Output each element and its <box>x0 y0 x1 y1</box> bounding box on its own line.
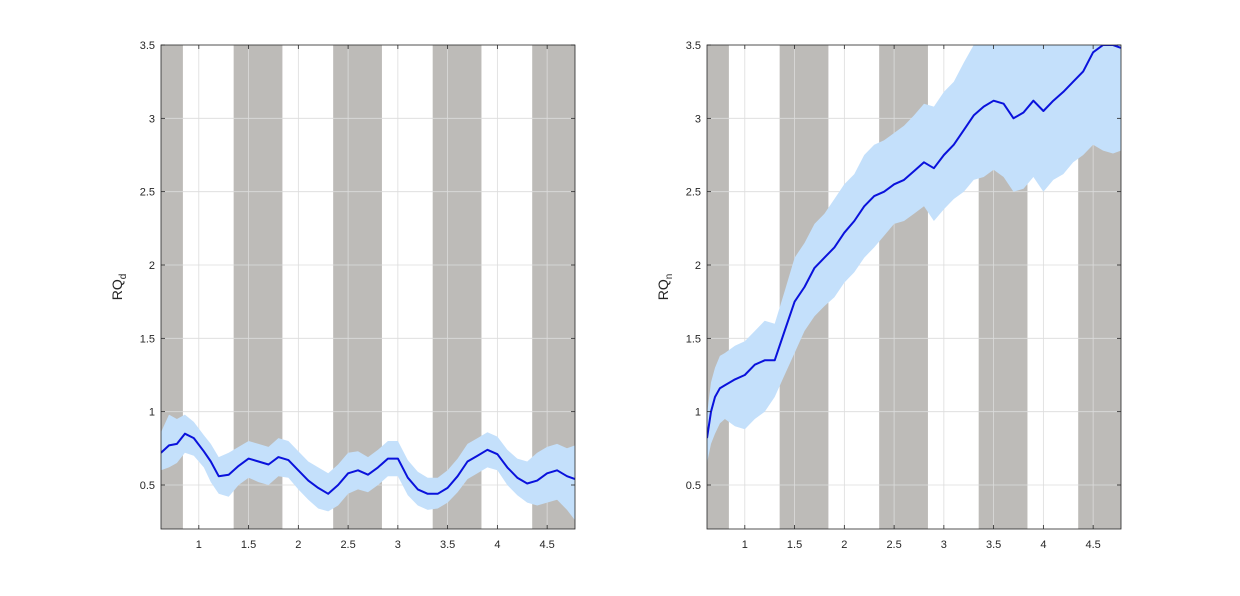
left-y-tick-label-5: 3 <box>149 113 155 125</box>
left-axes-box <box>160 44 576 530</box>
right-y-tick-label-4: 2.5 <box>686 187 701 199</box>
left-y-axis-label-main: RQ <box>109 279 125 300</box>
right-y-tick-label-1: 1 <box>695 407 701 419</box>
left-x-tick-label-1: 1.5 <box>241 539 256 551</box>
left-y-tick-label-1: 1 <box>149 407 155 419</box>
right-axes-box <box>706 44 1122 530</box>
right-x-tick-label-5: 3.5 <box>986 539 1001 551</box>
right-mean-line <box>707 45 1121 439</box>
left-y-tick-label-0: 0.5 <box>140 480 155 492</box>
left-x-tick-label-6: 4 <box>494 539 500 551</box>
left-x-tick-label-3: 2.5 <box>340 539 355 551</box>
left-shaded-interval-0 <box>161 45 183 529</box>
left-x-tick-label-4: 3 <box>395 539 401 551</box>
left-y-tick-label-3: 2 <box>149 260 155 272</box>
left-y-tick-label-6: 3.5 <box>140 40 155 52</box>
right-confidence-band <box>707 45 1121 463</box>
right-x-tick-label-3: 2.5 <box>886 539 901 551</box>
left-x-tick-label-7: 4.5 <box>539 539 554 551</box>
right-y-axis-label: RQn <box>655 274 675 301</box>
left-y-tick-label-2: 1.5 <box>140 333 155 345</box>
right-shaded-interval-0 <box>707 45 729 529</box>
right-x-tick-label-4: 3 <box>941 539 947 551</box>
right-y-tick-label-5: 3 <box>695 113 701 125</box>
right-x-tick-label-6: 4 <box>1040 539 1046 551</box>
left-confidence-band <box>161 414 575 521</box>
left-y-axis-label: RQd <box>109 274 129 301</box>
right-plot: 1 1.5 2 2.5 3 3.5 4 4.5 0.5 1 1.5 2 2.5 3 3.5 RQn <box>655 40 1122 551</box>
right-y-tick-label-0: 0.5 <box>686 480 701 492</box>
right-y-tick-label-3: 2 <box>695 260 701 272</box>
right-y-axis-label-main: RQ <box>655 279 671 300</box>
right-x-tick-label-7: 4.5 <box>1085 539 1100 551</box>
left-y-tick-label-4: 2.5 <box>140 187 155 199</box>
right-plot-area <box>707 45 1121 529</box>
left-x-tick-label-0: 1 <box>196 539 202 551</box>
left-mean-line <box>161 432 575 495</box>
right-x-tick-label-2: 2 <box>841 539 847 551</box>
right-y-tick-label-2: 1.5 <box>686 333 701 345</box>
left-shaded-interval-2 <box>333 45 382 529</box>
left-y-axis-label-subscript: d <box>118 274 129 280</box>
left-plot-area <box>161 45 575 529</box>
right-y-tick-label-6: 3.5 <box>686 40 701 52</box>
left-x-tick-label-5: 3.5 <box>440 539 455 551</box>
left-x-tick-label-2: 2 <box>295 539 301 551</box>
right-x-tick-label-1: 1.5 <box>787 539 802 551</box>
right-x-tick-label-0: 1 <box>742 539 748 551</box>
left-plot: 1 1.5 2 2.5 3 3.5 4 4.5 0.5 1 1.5 2 2.5 3 3.5 RQd <box>109 40 576 551</box>
right-y-axis-label-subscript: n <box>664 274 675 280</box>
